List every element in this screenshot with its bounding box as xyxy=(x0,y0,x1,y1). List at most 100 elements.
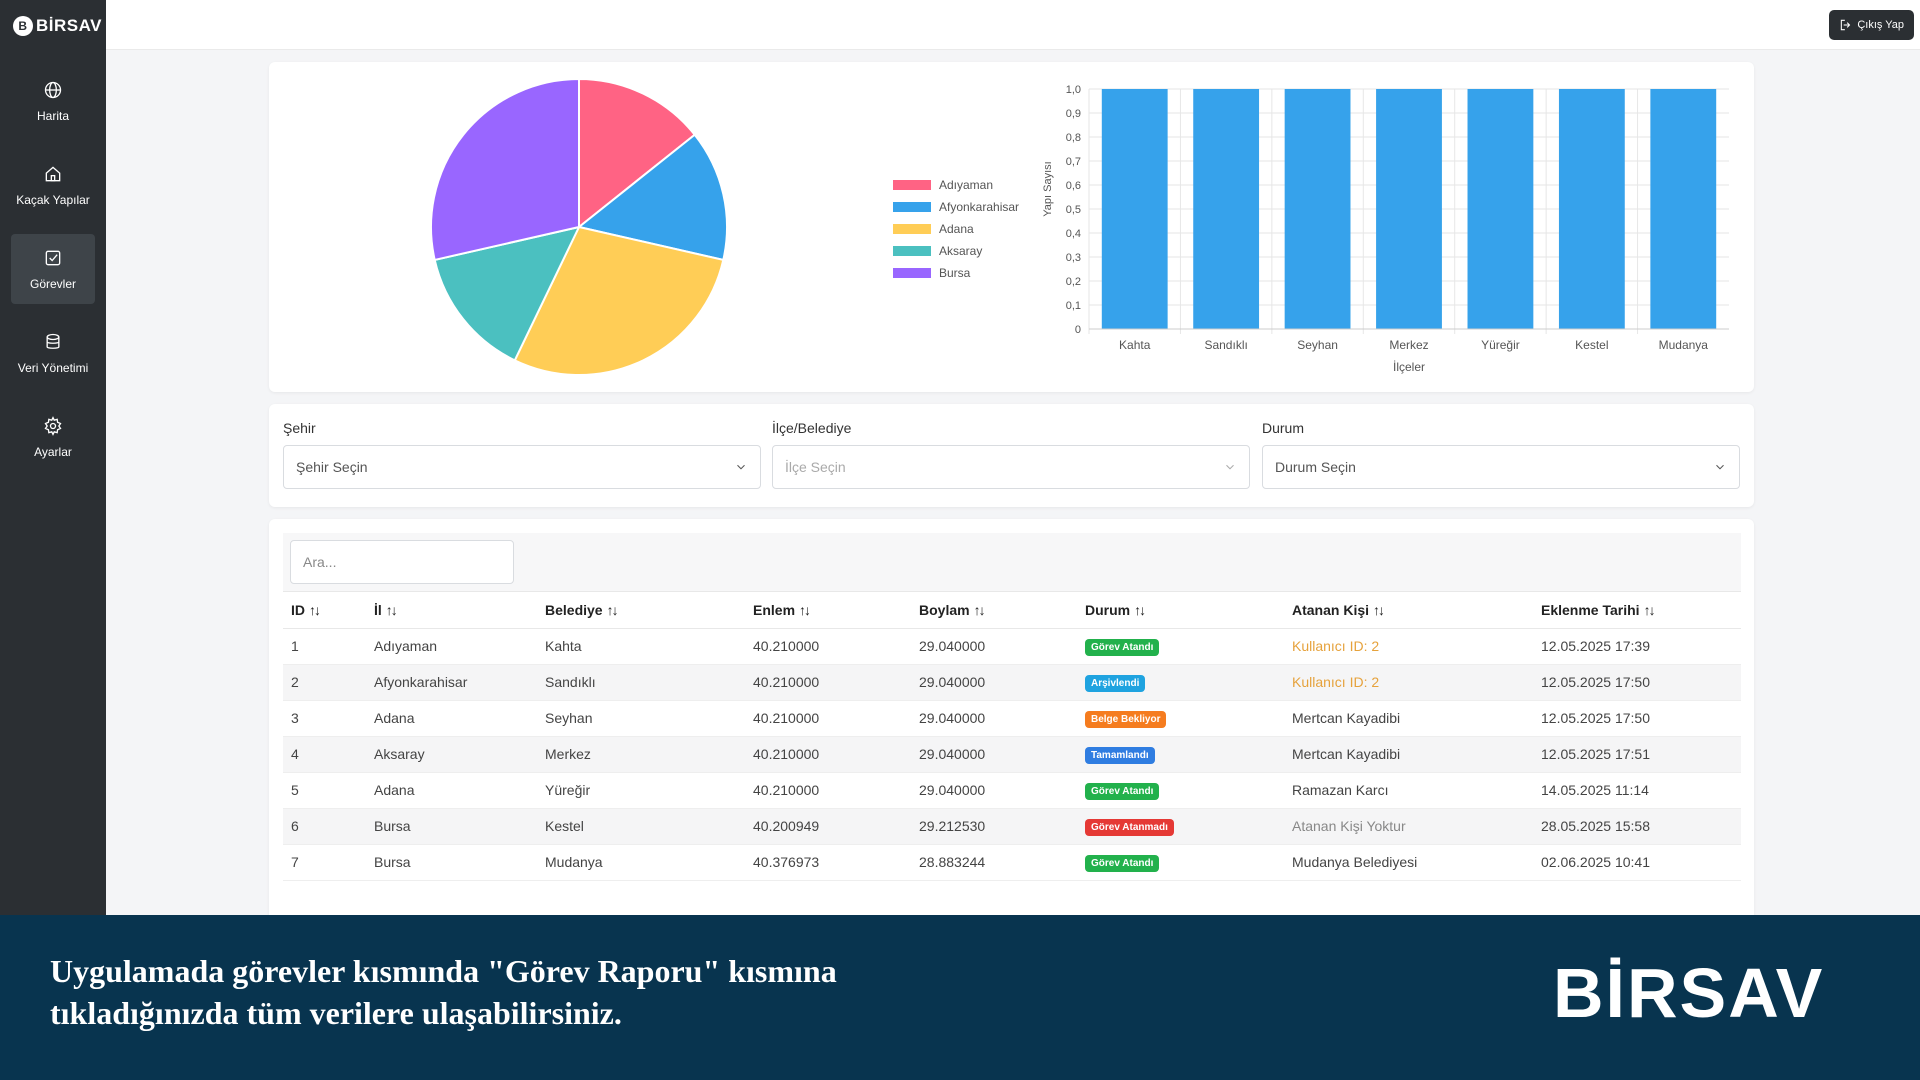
bar-3[interactable] xyxy=(1376,89,1442,329)
column-header[interactable]: İl ↑↓ xyxy=(366,592,537,629)
sort-icon[interactable]: ↑↓ xyxy=(973,601,986,618)
sidebar-item-label: Görevler xyxy=(29,277,76,291)
table-cell-id: 1 xyxy=(283,628,366,665)
pie-slice-3[interactable] xyxy=(433,225,581,362)
legend-item[interactable]: Adana xyxy=(893,218,1019,240)
status-badge: Belge Bekliyor xyxy=(1085,710,1167,728)
legend-item[interactable]: Adıyaman xyxy=(893,174,1019,196)
table-cell-durum: Görev Atanmadı xyxy=(1077,808,1284,845)
table-cell-id: 6 xyxy=(283,808,366,845)
table-cell-id: 3 xyxy=(283,700,366,737)
chevron-down-icon xyxy=(737,464,745,470)
pie-slice-0[interactable] xyxy=(578,77,697,230)
sort-icon[interactable]: ↑↓ xyxy=(606,601,619,618)
logout-button[interactable]: Çıkış Yap xyxy=(1829,10,1914,40)
table-cell-boylam: 29.040000 xyxy=(911,664,1077,701)
status-select[interactable]: Durum Seçin xyxy=(1262,445,1740,489)
sidebar-item-kacak-yapilar[interactable]: Kaçak Yapılar xyxy=(11,150,95,220)
status-badge: Arşivlendi xyxy=(1085,674,1146,692)
legend-item[interactable]: Bursa xyxy=(893,262,1019,284)
pie-slice-2[interactable] xyxy=(513,225,725,376)
table-cell-belediye: Kestel xyxy=(537,808,745,845)
y-tick-label: 0,2 xyxy=(1066,276,1081,288)
column-header[interactable]: Atanan Kişi ↑↓ xyxy=(1284,592,1533,629)
table-cell-atanan: Atanan Kişi Yoktur xyxy=(1284,808,1533,845)
x-tick-label: Seyhan xyxy=(1297,338,1338,352)
bar-4[interactable] xyxy=(1467,89,1534,329)
bar-2[interactable] xyxy=(1284,89,1351,329)
table-cell-durum: Tamamlandı xyxy=(1077,736,1284,773)
city-select[interactable]: Şehir Seçin xyxy=(283,445,761,489)
pie-slice-4[interactable] xyxy=(430,77,580,262)
table-cell-tarih: 02.06.2025 10:41 xyxy=(1533,844,1741,881)
table-cell-tarih: 12.05.2025 17:51 xyxy=(1533,736,1741,773)
table-cell-atanan: Mudanya Belediyesi xyxy=(1284,844,1533,881)
table-cell-il: Adana xyxy=(366,700,537,737)
table-cell-boylam: 28.883244 xyxy=(911,844,1077,881)
column-header[interactable]: Durum ↑↓ xyxy=(1077,592,1284,629)
sidebar-item-ayarlar[interactable]: Ayarlar xyxy=(11,402,95,472)
legend-swatch xyxy=(893,180,931,190)
y-tick-label: 1,0 xyxy=(1066,84,1081,96)
x-tick-label: Kahta xyxy=(1119,338,1151,352)
sort-icon[interactable]: ↑↓ xyxy=(1373,601,1385,618)
column-header[interactable]: ID ↑↓ xyxy=(283,592,366,629)
table-cell-durum: Arşivlendi xyxy=(1077,664,1284,701)
table-cell-atanan: Mertcan Kayadibi xyxy=(1284,736,1533,773)
sidebar-item-gorevler[interactable]: Görevler xyxy=(11,234,95,304)
table-row[interactable]: 3 Adana Seyhan 40.210000 29.040000 Belge Bekl… xyxy=(283,700,1741,737)
table-row[interactable]: 5 Adana Yüreğir 40.210000 29.040000 Görev Ata… xyxy=(283,772,1741,809)
table-header-row: ID ↑↓ İl ↑↓ Belediye ↑↓ Enlem ↑↓ Boylam ↑↓ Durum ↑↓… xyxy=(283,592,1741,629)
status-badge: Görev Atandı xyxy=(1085,854,1160,872)
bar-5[interactable] xyxy=(1558,89,1625,329)
y-tick-label: 0,1 xyxy=(1066,300,1081,312)
table-cell-tarih: 14.05.2025 11:14 xyxy=(1533,772,1741,809)
bar-0[interactable] xyxy=(1101,89,1168,329)
table-row[interactable]: 4 Aksaray Merkez 40.210000 29.040000 Tamamlan… xyxy=(283,736,1741,773)
table-row[interactable]: 2 Afyonkarahisar Sandıklı 40.210000 29.04000… xyxy=(283,664,1741,701)
status-badge: Tamamlandı xyxy=(1085,746,1155,764)
table-cell-il: Adıyaman xyxy=(366,628,537,665)
table-card: ID↑↓İl↑↓Belediye↑↓Enlem↑↓Boylam↑↓Durum↑↓… xyxy=(269,519,1754,951)
table-cell-belediye: Seyhan xyxy=(537,700,745,737)
sort-icon[interactable]: ↑↓ xyxy=(1643,601,1656,618)
sort-icon[interactable]: ↑↓ xyxy=(385,601,398,618)
y-tick-label: 0,4 xyxy=(1066,228,1081,240)
bar-6[interactable] xyxy=(1650,89,1717,329)
district-select-value: İlçe Seçin xyxy=(785,459,846,475)
column-header[interactable]: Eklenme Tarihi ↑↓ xyxy=(1533,592,1741,629)
sidebar-item-veri-yonetimi[interactable]: Veri Yönetimi xyxy=(11,318,95,388)
pie-slice-1[interactable] xyxy=(576,133,728,262)
search-input[interactable] xyxy=(290,540,514,584)
y-tick-label: 0,3 xyxy=(1066,252,1081,264)
table-cell-boylam: 29.040000 xyxy=(911,700,1077,737)
table-cell-boylam: 29.212530 xyxy=(911,808,1077,845)
district-filter-label: İlçe/Belediye xyxy=(772,420,852,436)
column-header[interactable]: Boylam ↑↓ xyxy=(911,592,1077,629)
table-cell-id: 2 xyxy=(283,664,366,701)
table-row[interactable]: 1 Adıyaman Kahta 40.210000 29.040000 Görev At… xyxy=(283,628,1741,665)
legend-item[interactable]: Afyonkarahisar xyxy=(893,196,1019,218)
district-select[interactable]: İlçe Seçin xyxy=(772,445,1250,489)
sort-icon[interactable]: ↑↓ xyxy=(1134,601,1146,618)
column-header[interactable]: Belediye ↑↓ xyxy=(537,592,745,629)
table-cell-tarih: 12.05.2025 17:50 xyxy=(1533,700,1741,737)
brand-logo[interactable]: B BİRSAV xyxy=(0,0,106,52)
logout-label: Çıkış Yap xyxy=(1857,19,1904,31)
table-cell-belediye: Sandıklı xyxy=(537,664,745,701)
table-row[interactable]: 7 Bursa Mudanya 40.376973 28.883244 Görev Ata… xyxy=(283,844,1741,881)
column-header[interactable]: Enlem ↑↓ xyxy=(745,592,911,629)
sidebar: B BİRSAV Harita Kaçak Yapılar Görevler V… xyxy=(0,0,106,915)
table-row[interactable]: 6 Bursa Kestel 40.200949 29.212530 Görev Atan… xyxy=(283,808,1741,845)
bar-1[interactable] xyxy=(1193,89,1260,329)
table-cell-boylam: 29.040000 xyxy=(911,628,1077,665)
sort-icon[interactable]: ↑↓ xyxy=(309,601,321,618)
sidebar-item-label: Ayarlar xyxy=(34,445,72,459)
legend-item[interactable]: Aksaray xyxy=(893,240,1019,262)
sidebar-item-harita[interactable]: Harita xyxy=(11,66,95,136)
sort-icon[interactable]: ↑↓ xyxy=(799,601,811,618)
filter-card: Şehir Şehir Seçin İlçe/Belediye İlçe Seç… xyxy=(269,404,1754,507)
charts-card: Adıyaman Afyonkarahisar Adana Aksaray Bursa … xyxy=(269,62,1754,392)
brand-mark-icon: B xyxy=(13,16,33,36)
gear-icon xyxy=(42,415,64,437)
